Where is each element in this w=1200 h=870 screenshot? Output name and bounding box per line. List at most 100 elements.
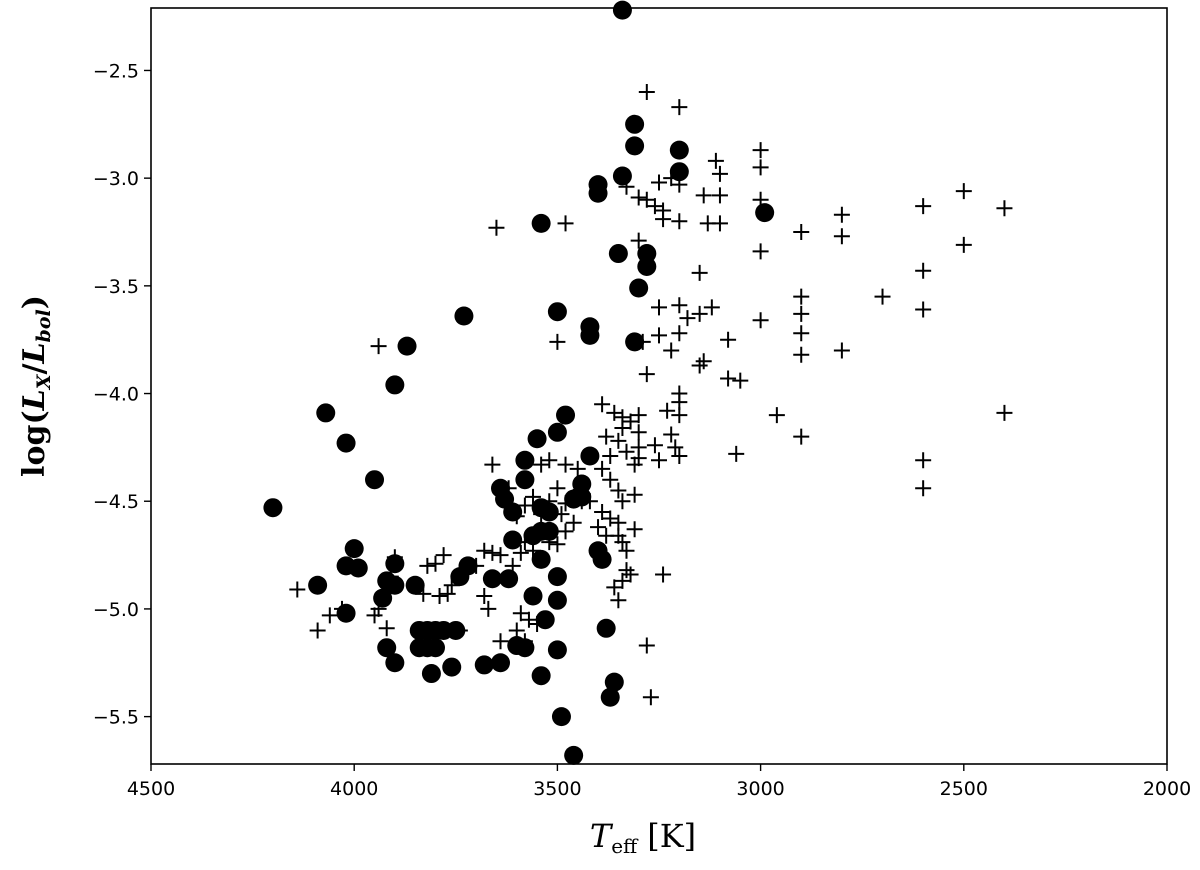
plus-point — [752, 142, 769, 159]
plus-point — [996, 404, 1013, 421]
plus-point — [594, 460, 611, 477]
circle-point — [503, 530, 523, 550]
plus-point — [476, 542, 493, 559]
plus-point — [703, 299, 720, 316]
circle-point — [308, 575, 328, 595]
plus-point — [833, 206, 850, 223]
plus-point — [606, 579, 623, 596]
plus-point — [663, 426, 680, 443]
plus-point — [651, 174, 667, 191]
plus-point — [508, 622, 525, 639]
circle-point — [625, 136, 645, 156]
plus-point — [626, 486, 643, 503]
plus-point — [691, 305, 708, 322]
circle-point — [539, 502, 559, 522]
y-tick-label: −2.5 — [93, 60, 139, 82]
plus-point — [508, 508, 525, 525]
plus-point — [549, 536, 566, 553]
plus-point — [480, 600, 497, 617]
plus-point — [659, 402, 676, 419]
plot-frame — [150, 7, 1168, 765]
plus-point — [833, 342, 850, 359]
circle-point — [531, 213, 551, 233]
circle-point — [669, 162, 689, 182]
plus-point — [614, 534, 631, 551]
plus-point — [468, 557, 485, 574]
plus-point — [598, 428, 615, 445]
plus-point — [488, 219, 505, 236]
plus-point — [915, 301, 932, 318]
plus-point — [671, 176, 688, 193]
plus-point — [793, 346, 810, 363]
circle-point — [612, 0, 632, 20]
circle-point — [755, 203, 775, 223]
plus-point — [671, 213, 688, 230]
x-tick-label: 4000 — [330, 778, 378, 800]
plus-point — [874, 288, 891, 305]
plus-point — [720, 370, 737, 387]
y-tick-label: −3.5 — [93, 276, 139, 298]
plus-point — [289, 581, 306, 598]
plus-point — [752, 243, 769, 260]
plus-point — [427, 555, 444, 572]
plus-point — [606, 404, 623, 421]
plus-point — [573, 493, 590, 510]
circle-point — [316, 403, 336, 423]
circle-point — [397, 336, 417, 356]
plus-point — [707, 152, 724, 169]
circle-point — [547, 422, 567, 442]
circle-point — [531, 666, 551, 686]
circle-point — [580, 325, 600, 345]
plus-point — [476, 588, 493, 604]
plus-point — [793, 428, 810, 445]
plus-point — [671, 325, 688, 342]
circle-point — [491, 653, 511, 673]
plus-point — [955, 236, 972, 253]
plus-point — [553, 506, 570, 523]
y-tick-label: −3.0 — [93, 168, 139, 190]
circle-point — [515, 450, 535, 470]
circle-point — [527, 429, 547, 449]
plus-point — [752, 159, 769, 176]
plus-point — [541, 452, 558, 469]
circle-point — [365, 470, 385, 490]
plus-point — [711, 215, 728, 232]
plus-point — [549, 480, 566, 497]
x-tick-label: 3500 — [533, 778, 581, 800]
y-tick-label: −5.5 — [93, 707, 139, 729]
y-tick-label: −5.0 — [93, 599, 139, 621]
plus-point — [651, 452, 667, 469]
plus-point — [431, 588, 448, 604]
circle-point — [385, 653, 405, 673]
plus-point — [655, 566, 672, 583]
plus-point — [626, 456, 643, 473]
circle-point — [556, 405, 576, 425]
circle-point — [348, 558, 368, 578]
plus-point — [541, 534, 558, 551]
plus-point — [594, 396, 611, 413]
circle-point — [531, 549, 551, 569]
circle-point — [523, 526, 543, 546]
circle-point — [625, 114, 645, 134]
plus-point — [366, 607, 383, 624]
plus-point — [610, 592, 627, 609]
plus-point — [667, 439, 684, 456]
plus-point — [671, 448, 688, 464]
plus-point — [557, 495, 574, 512]
plus-point — [638, 366, 655, 383]
plus-point — [679, 310, 696, 327]
circle-point — [669, 140, 689, 160]
plus-point — [512, 544, 529, 561]
circle-point — [625, 332, 645, 352]
plus-point — [695, 353, 712, 370]
plus-point — [618, 562, 635, 579]
plus-point — [610, 482, 627, 499]
plus-point — [602, 448, 619, 464]
plus-point — [915, 480, 932, 497]
y-tick-label: −4.0 — [93, 384, 139, 406]
circle-point — [600, 687, 620, 707]
plus-point — [638, 245, 655, 262]
circle-point — [604, 672, 624, 692]
circle-point — [515, 470, 535, 490]
